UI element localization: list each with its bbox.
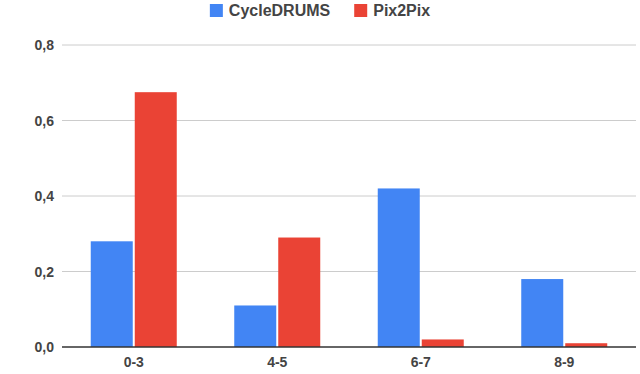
bar <box>278 238 320 347</box>
bar <box>91 241 133 347</box>
grid-line <box>62 45 636 46</box>
y-tick-label: 0,6 <box>35 113 55 129</box>
x-tick-label: 0-3 <box>124 354 144 370</box>
x-tick-label: 6-7 <box>411 354 431 370</box>
bar <box>234 305 276 347</box>
bar <box>135 92 177 347</box>
bar <box>521 279 563 347</box>
bars <box>91 92 608 347</box>
legend-swatch <box>210 4 223 17</box>
x-tick-label: 8-9 <box>554 354 574 370</box>
y-tick-label: 0,2 <box>35 264 55 280</box>
bar <box>378 188 420 347</box>
y-tick-label: 0,4 <box>35 188 55 204</box>
x-axis-line <box>62 346 636 348</box>
x-tick-label: 4-5 <box>267 354 287 370</box>
legend-label: Pix2Pix <box>373 2 430 19</box>
y-tick-label: 0,8 <box>35 37 55 53</box>
legend: CycleDRUMS Pix2Pix <box>210 2 430 19</box>
chart-container: 0,0 0,2 0,4 0,6 0,8 0-3 4-5 6-7 8-9 CycleDRUMS Pix… <box>0 0 640 374</box>
legend-label: CycleDRUMS <box>229 2 331 19</box>
bar <box>422 339 464 347</box>
legend-swatch <box>354 4 367 17</box>
chart-svg: 0,0 0,2 0,4 0,6 0,8 0-3 4-5 6-7 8-9 CycleDRUMS Pix… <box>0 0 640 374</box>
y-tick-label: 0,0 <box>35 339 55 355</box>
